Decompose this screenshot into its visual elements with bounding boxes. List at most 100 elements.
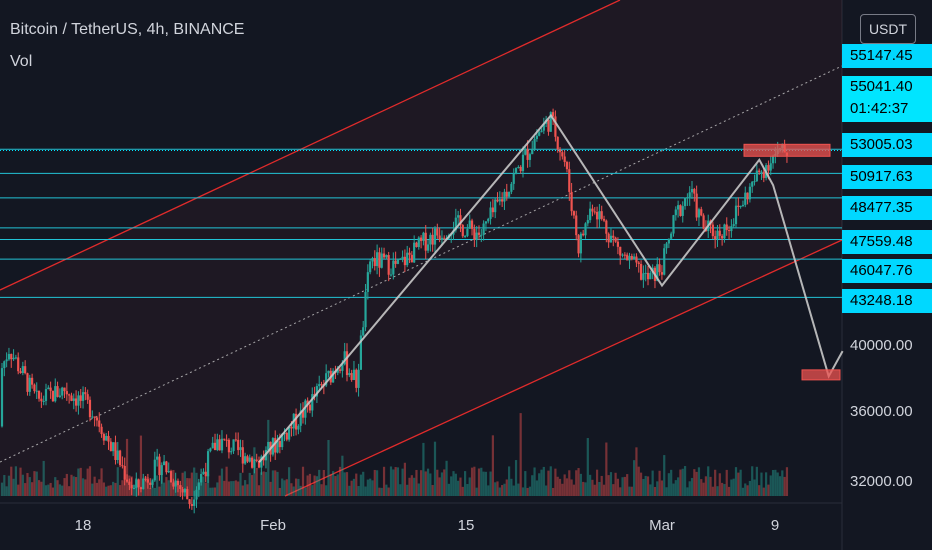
volume-bar <box>635 447 638 496</box>
candle-body <box>626 254 629 261</box>
volume-bar <box>783 476 786 496</box>
volume-bar <box>387 487 390 496</box>
volume-bar <box>380 487 383 496</box>
level-tag: 50917.63 <box>842 165 932 189</box>
volume-bar <box>674 480 677 496</box>
volume-bar <box>68 486 71 496</box>
candle-body <box>565 162 569 170</box>
volume-bar <box>253 447 256 496</box>
price-tick: 40000.00 <box>850 337 913 354</box>
candle-body <box>385 255 388 258</box>
candle-body <box>195 489 198 500</box>
volume-bar <box>345 472 349 496</box>
candle-body <box>558 149 562 153</box>
volume-bar <box>401 468 404 496</box>
candle-body <box>528 154 532 160</box>
volume-bar <box>350 480 353 496</box>
candle-body <box>239 447 242 451</box>
candle-body <box>403 256 406 266</box>
currency-button[interactable]: USDT <box>860 14 916 44</box>
volume-bar <box>737 472 740 496</box>
candle-body <box>132 488 136 490</box>
candle-body <box>602 218 606 221</box>
volume-bar <box>232 481 235 496</box>
candle-body <box>635 256 638 263</box>
candle-body <box>551 112 555 117</box>
candle-body <box>454 217 457 231</box>
volume-bar <box>0 482 4 496</box>
candle-body <box>160 465 163 476</box>
symbol-title[interactable]: Bitcoin / TetherUS, 4h, BINANCE <box>10 21 245 38</box>
volume-bar <box>220 468 224 496</box>
volume-bar <box>165 477 168 496</box>
volume-bar <box>774 469 777 496</box>
volume-bar <box>727 486 731 496</box>
volume-bar <box>28 477 31 496</box>
candle-body <box>737 205 740 207</box>
candle-body <box>459 215 462 226</box>
candle-body <box>538 132 541 136</box>
volume-bar <box>406 484 409 496</box>
volume-bar <box>88 466 92 496</box>
volume-bar <box>135 478 138 496</box>
volume-bar <box>218 475 221 496</box>
volume-bar <box>767 484 770 496</box>
candle-body <box>149 482 152 485</box>
volume-bar <box>533 467 536 496</box>
volume-bar <box>628 486 631 496</box>
candle-body <box>51 390 55 402</box>
candle-body <box>396 259 400 264</box>
volume-bar <box>487 485 490 496</box>
volume-bar <box>125 438 129 496</box>
candle-body <box>253 459 256 468</box>
volume-bar <box>514 460 518 496</box>
volume-bar <box>132 484 136 496</box>
volume-indicator-label[interactable]: Vol <box>10 53 33 70</box>
volume-bar <box>595 469 599 496</box>
volume-bar <box>693 469 696 496</box>
volume-bar <box>49 482 52 496</box>
volume-bar <box>709 476 712 496</box>
candle-body <box>665 243 668 249</box>
target-zone-box <box>801 369 841 381</box>
date-tick: 18 <box>74 517 92 534</box>
candle-body <box>206 451 210 477</box>
candle-body <box>440 237 444 240</box>
volume-bar <box>496 481 499 496</box>
candle-body <box>681 206 684 216</box>
candle-body <box>466 228 469 236</box>
volume-bar <box>299 485 302 496</box>
candle-body <box>274 438 277 453</box>
candle-body <box>510 183 513 192</box>
candle-body <box>114 442 117 461</box>
volume-bar <box>276 471 279 496</box>
volume-bar <box>362 471 365 496</box>
volume-bar <box>86 468 89 496</box>
level-tag: 48477.35 <box>842 196 932 220</box>
candle-body <box>540 130 543 133</box>
volume-bar <box>315 476 319 496</box>
volume-bar <box>5 486 8 496</box>
volume-bar <box>540 469 543 496</box>
volume-bar <box>169 485 173 496</box>
volume-bar <box>765 472 768 496</box>
candle-body <box>721 235 724 239</box>
volume-bar <box>70 474 73 496</box>
candle-body <box>667 238 670 244</box>
volume-bar <box>558 478 562 496</box>
volume-bar <box>225 466 228 496</box>
candle-body <box>614 237 617 242</box>
candle-body <box>123 465 126 480</box>
candle-body <box>227 439 231 453</box>
volume-bar <box>193 467 196 496</box>
volume-bar <box>447 483 450 496</box>
volume-bar <box>413 477 416 496</box>
volume-bar <box>399 484 402 496</box>
candle-body <box>554 116 557 137</box>
volume-bar <box>297 478 300 496</box>
volume-bar <box>100 468 103 496</box>
volume-bar <box>79 467 82 496</box>
volume-bar <box>600 475 603 496</box>
